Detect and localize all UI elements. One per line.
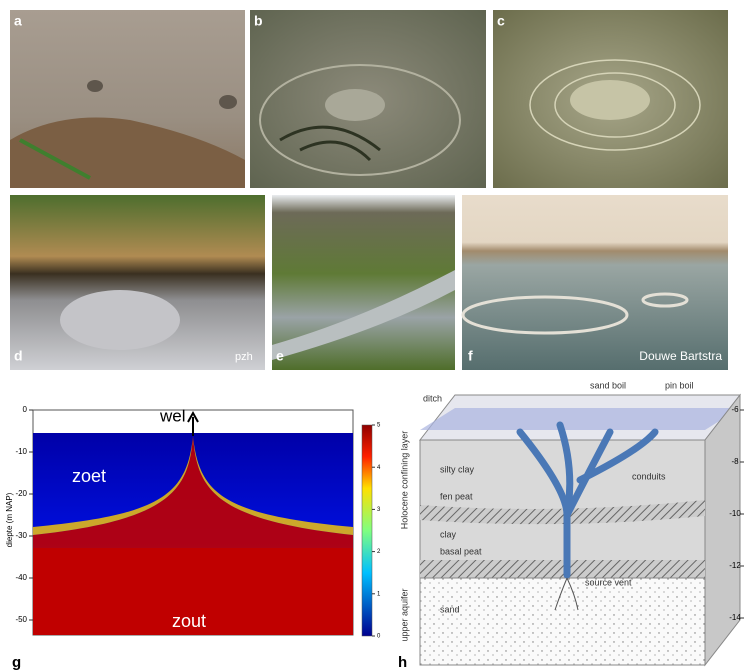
salt-label: zout	[172, 611, 206, 631]
y-tick-label: -50	[15, 615, 27, 624]
figure: a b c d pzh e f Douwe Bartstra wel zoet …	[0, 0, 749, 670]
y-tick-label: -40	[15, 573, 27, 582]
label: source vent	[585, 577, 632, 587]
label: ditch	[423, 393, 442, 403]
label: sand	[440, 604, 460, 614]
fresh-label: zoet	[72, 466, 106, 486]
depth-tick-label: -8	[731, 457, 739, 466]
colorbar	[362, 425, 372, 636]
panel-letter: a	[14, 13, 22, 29]
y-tick-label: -20	[15, 489, 27, 498]
photo-b	[250, 10, 486, 188]
y-tick-label: -30	[15, 531, 27, 540]
label: pin boil	[665, 380, 694, 390]
colorbar-tick-label: 1	[377, 591, 381, 597]
panel-g: wel zoet zout diepte (m NAP) g	[5, 406, 372, 670]
label: sand boil	[590, 380, 626, 390]
colorbar-tick-label: 4	[377, 465, 381, 471]
label: fen peat	[440, 491, 473, 501]
panel-letter: b	[254, 13, 263, 29]
photo-credit: pzh	[235, 351, 253, 363]
depth-tick-label: -12	[729, 561, 741, 570]
photo-a	[10, 10, 245, 188]
colorbar-tick-label: 3	[377, 507, 381, 513]
label: conduits	[632, 471, 666, 481]
depth-tick-label: -14	[729, 613, 741, 622]
panel-letter: e	[276, 348, 284, 364]
photo-d	[10, 195, 265, 370]
label: upper aquifer	[399, 588, 409, 641]
panel-h: ditch sand boil pin boil Holocene confin…	[398, 380, 740, 670]
panel-letter: h	[398, 654, 407, 670]
panel-letter: d	[14, 348, 23, 364]
photo-c	[493, 10, 728, 188]
y-axis-label: diepte (m NAP)	[5, 492, 14, 547]
label: clay	[440, 529, 457, 539]
colorbar-tick-label: 2	[377, 549, 381, 555]
well-label: wel	[159, 406, 186, 425]
depth-tick-label: -6	[731, 405, 739, 414]
panel-letter: f	[468, 348, 473, 364]
label: Holocene confining layer	[399, 431, 409, 530]
y-tick-label: -10	[15, 447, 27, 456]
photo-credit: Douwe Bartstra	[639, 349, 722, 363]
label: silty clay	[440, 464, 475, 474]
depth-tick-label: -10	[729, 509, 741, 518]
colorbar-tick-label: 5	[377, 423, 381, 429]
photo-e	[272, 195, 455, 370]
panel-letter: c	[497, 13, 505, 29]
photo-f	[462, 195, 728, 370]
colorbar-tick-label: 0	[377, 634, 381, 640]
panel-letter: g	[12, 654, 21, 670]
y-tick-label: 0	[23, 405, 28, 414]
label: basal peat	[440, 546, 482, 556]
